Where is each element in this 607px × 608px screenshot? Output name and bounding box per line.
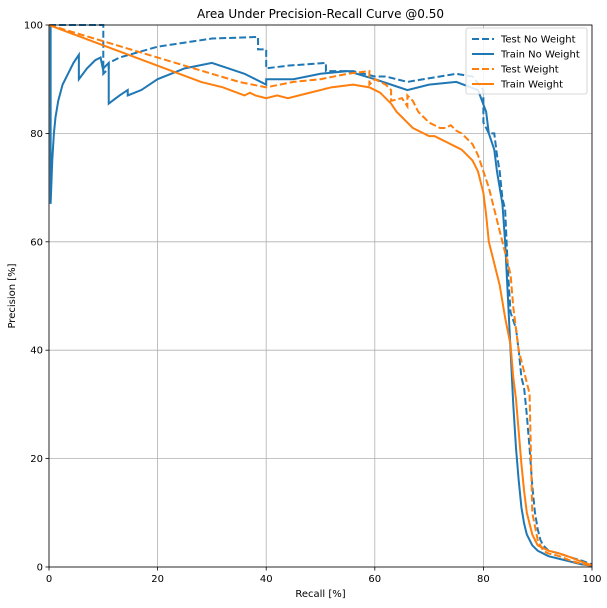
x-tick-label: 80	[477, 574, 490, 585]
plot-frame	[48, 24, 593, 568]
axis-ticks: 0 20 40 60 80 100 0 20 40 60 80 100	[24, 21, 602, 586]
y-tick-label: 80	[30, 129, 43, 140]
legend: Test No Weight Train No Weight Test Weight…	[465, 27, 588, 95]
legend-label: Train Weight	[500, 80, 563, 91]
series-line-2	[49, 25, 593, 567]
x-axis-label: Recall [%]	[295, 589, 345, 600]
y-tick-label: 40	[30, 346, 43, 357]
x-tick-label: 100	[582, 574, 601, 585]
x-tick-label: 40	[260, 574, 273, 585]
y-tick-label: 20	[30, 454, 43, 465]
series-line-1	[49, 24, 593, 566]
chart-title: Area Under Precision-Recall Curve @0.50	[197, 7, 444, 21]
y-tick-label: 0	[37, 563, 43, 574]
legend-label: Test No Weight	[500, 35, 576, 46]
x-tick-label: 20	[151, 574, 164, 585]
legend-label: Test Weight	[500, 65, 559, 76]
y-tick-label: 100	[24, 21, 43, 32]
y-tick-label: 60	[30, 237, 43, 248]
series-layer	[49, 24, 593, 567]
x-tick-label: 0	[46, 574, 52, 585]
x-tick-label: 60	[368, 574, 381, 585]
series-line-3	[49, 24, 593, 567]
series-line-4	[49, 24, 593, 567]
legend-box	[465, 27, 588, 95]
legend-label: Train No Weight	[500, 50, 580, 61]
y-axis-label: Precision [%]	[7, 263, 18, 328]
